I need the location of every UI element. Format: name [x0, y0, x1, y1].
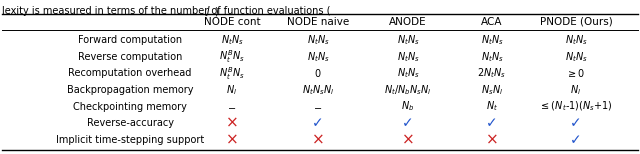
Text: Checkpointing memory: Checkpointing memory: [73, 102, 187, 111]
Text: $N_tN_s$: $N_tN_s$: [397, 67, 419, 80]
Text: $2N_tN_s$: $2N_tN_s$: [477, 67, 507, 80]
Text: $N_t^BN_s$: $N_t^BN_s$: [219, 65, 245, 82]
Text: ✓: ✓: [486, 116, 498, 130]
Text: $N_tN_s$: $N_tN_s$: [307, 50, 330, 64]
Text: $N_b$: $N_b$: [401, 100, 415, 113]
Text: $\leq(N_t\text{-}1)(N_s\text{+}1)$: $\leq(N_t\text{-}1)(N_s\text{+}1)$: [539, 100, 613, 113]
Text: ✓: ✓: [402, 116, 414, 130]
Text: ×: ×: [226, 132, 238, 147]
Text: $N_tN_s$: $N_tN_s$: [307, 33, 330, 47]
Text: $N_tN_s$: $N_tN_s$: [481, 33, 504, 47]
Text: ×: ×: [312, 132, 324, 147]
Text: ×: ×: [226, 116, 238, 131]
Text: $N_sN_l$: $N_sN_l$: [481, 83, 503, 97]
Text: $N_tN_sN_l$: $N_tN_sN_l$: [301, 83, 334, 97]
Text: $N_t$: $N_t$: [486, 100, 498, 113]
Text: PNODE (Ours): PNODE (Ours): [540, 17, 612, 27]
Text: $N_tN_s$: $N_tN_s$: [564, 50, 588, 64]
Text: J: J: [207, 6, 210, 16]
Text: $N_tN_s$: $N_tN_s$: [221, 33, 243, 47]
Text: Reverse computation: Reverse computation: [78, 52, 182, 62]
Text: NODE naive: NODE naive: [287, 17, 349, 27]
Text: Reverse-accuracy: Reverse-accuracy: [86, 118, 173, 128]
Text: ✓: ✓: [312, 116, 324, 130]
Text: NODE cont: NODE cont: [204, 17, 260, 27]
Text: $N_tN_s$: $N_tN_s$: [397, 50, 419, 64]
Text: $N_t/N_bN_sN_l$: $N_t/N_bN_sN_l$: [384, 83, 432, 97]
Text: $0$: $0$: [314, 67, 322, 79]
Text: ACA: ACA: [481, 17, 503, 27]
Text: lexity is measured in terms of the number of function evaluations (: lexity is measured in terms of the numbe…: [2, 6, 330, 16]
Text: ×: ×: [486, 132, 499, 147]
Text: Backpropagation memory: Backpropagation memory: [67, 85, 193, 95]
Text: ✓: ✓: [570, 116, 582, 130]
Text: $N_tN_s$: $N_tN_s$: [397, 33, 419, 47]
Text: ×: ×: [402, 132, 414, 147]
Text: Implicit time-stepping support: Implicit time-stepping support: [56, 135, 204, 145]
Text: ✓: ✓: [570, 133, 582, 147]
Text: Recomputation overhead: Recomputation overhead: [68, 68, 192, 78]
Text: Forward computation: Forward computation: [78, 35, 182, 45]
Text: $-$: $-$: [227, 102, 237, 111]
Text: $-$: $-$: [314, 102, 323, 111]
Text: $N_t^BN_s$: $N_t^BN_s$: [219, 49, 245, 65]
Text: $\geq 0$: $\geq 0$: [566, 67, 586, 79]
Text: $N_l$: $N_l$: [570, 83, 582, 97]
Text: ).: ).: [214, 6, 221, 16]
Text: $N_tN_s$: $N_tN_s$: [481, 50, 504, 64]
Text: $N_l$: $N_l$: [227, 83, 237, 97]
Text: $N_tN_s$: $N_tN_s$: [564, 33, 588, 47]
Text: ANODE: ANODE: [389, 17, 427, 27]
